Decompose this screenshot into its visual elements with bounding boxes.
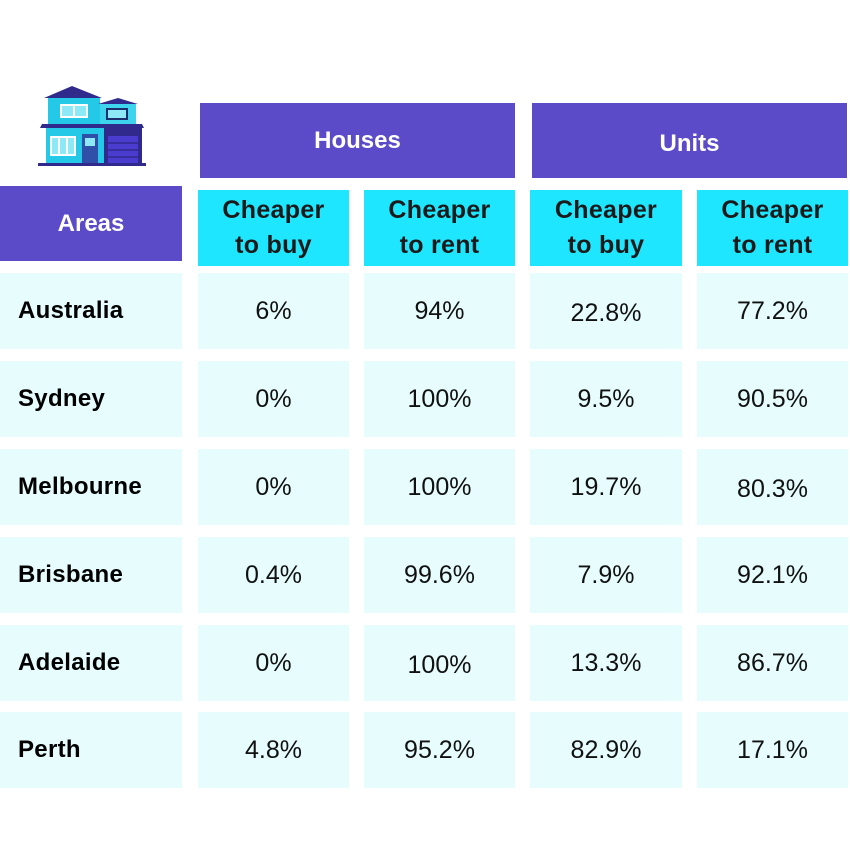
table-cell: 6% [198,273,349,349]
row-label-brisbane: Brisbane [0,537,182,613]
row-label-adelaide: Adelaide [0,625,182,701]
table-cell: 0% [198,625,349,701]
subheader-line: to buy [567,231,645,259]
table-cell: 99.6% [364,537,515,613]
table-cell: 77.2% [697,273,848,349]
subheader-line: Cheaper [721,196,824,224]
table-cell: 82.9% [530,712,682,788]
table-cell: 0% [198,449,349,525]
table-cell: 86.7% [697,625,848,701]
table-cell: 100% [364,625,515,701]
subheader-line: to rent [399,231,480,259]
row-label-perth: Perth [0,712,182,788]
row-label-sydney: Sydney [0,361,182,437]
subheader-line: Cheaper [554,196,658,224]
table-cell: 22.8% [530,273,682,349]
row-label-australia: Australia [0,273,182,349]
subheader-houses-buy: Cheaper to buy [198,190,349,266]
table-cell: 100% [364,449,515,525]
subheader-houses-rent: Cheaper to rent [364,190,515,266]
header-areas: Areas [0,186,182,261]
table-cell: 80.3% [697,449,848,525]
table-cell: 7.9% [530,537,682,613]
subheader-units-buy: Cheaper to buy [530,190,682,266]
header-houses: Houses [200,103,515,178]
table-cell: 13.3% [530,625,682,701]
table-cell: 0.4% [198,537,349,613]
table-cell: 94% [364,273,515,349]
header-units: Units [532,103,847,178]
table-cell: 100% [364,361,515,437]
table-cell: 92.1% [697,537,848,613]
subheader-line: Cheaper [388,196,491,224]
subheader-units-rent: Cheaper to rent [697,190,848,266]
row-label-melbourne: Melbourne [0,449,182,525]
table-cell: 95.2% [364,712,515,788]
table-cell: 9.5% [530,361,682,437]
table-cell: 0% [198,361,349,437]
table-cell: 4.8% [198,712,349,788]
subheader-line: Cheaper [222,196,325,224]
table-cell: 17.1% [697,712,848,788]
table-cell: 90.5% [697,361,848,437]
table-cell: 19.7% [530,449,682,525]
house-icon [38,86,146,166]
subheader-line: to buy [235,231,312,259]
subheader-line: to rent [732,231,813,259]
